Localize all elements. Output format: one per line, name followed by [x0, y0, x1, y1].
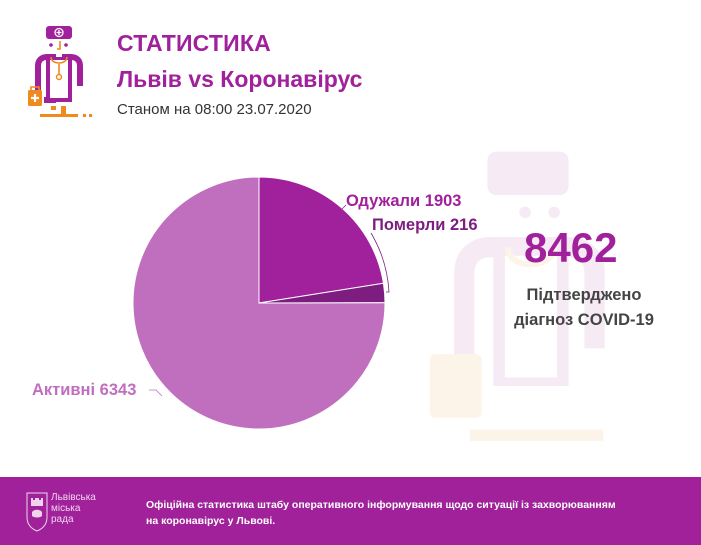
label-active: Активні 6343: [32, 381, 137, 399]
leader-line-active: [149, 389, 163, 397]
pie-chart: [132, 176, 390, 430]
city-crest-icon: [26, 492, 48, 532]
total-caption: Підтверджено діагноз COVID-19: [504, 283, 664, 333]
label-recovered: Одужали 1903: [346, 192, 462, 210]
label-died: Померли 216: [372, 216, 478, 234]
caption-line-1: Підтверджено: [526, 286, 642, 304]
pie-slice-recovered[interactable]: [258, 176, 385, 304]
total-cases: 8462: [524, 224, 618, 271]
doctor-watermark-icon: [429, 151, 605, 442]
footer-text: Офіційна статистика штабу оперативного і…: [146, 499, 616, 527]
city-council-name: Львівська міська рада: [51, 492, 96, 525]
doctor-logo-icon: [28, 26, 92, 117]
pie-slice-died[interactable]: [258, 282, 386, 304]
leader-line-died: [370, 232, 390, 293]
caption-line-2: діагноз COVID-19: [514, 311, 654, 329]
page-subtitle: Львів vs Коронавірус: [117, 66, 363, 92]
footer: Львівська міська рада Офіційна статистик…: [0, 477, 701, 545]
page-title: СТАТИСТИКА: [117, 30, 271, 56]
date-line: Станом на 08:00 23.07.2020: [117, 101, 312, 118]
pie-slice-active[interactable]: [132, 176, 386, 430]
leader-line-recovered: [341, 204, 347, 210]
